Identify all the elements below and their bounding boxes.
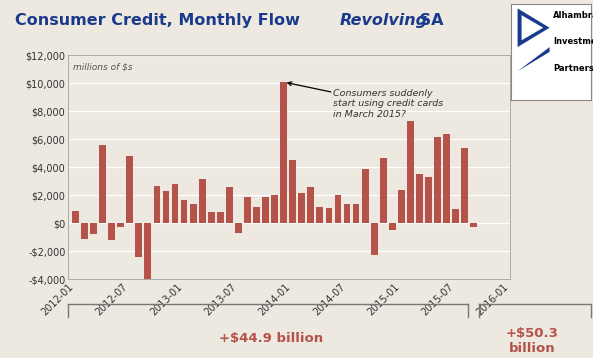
Text: Partners: Partners <box>553 63 593 73</box>
Bar <box>171 184 178 223</box>
Text: Alhambra: Alhambra <box>553 11 593 20</box>
Bar <box>72 211 79 223</box>
Bar <box>416 174 423 223</box>
Bar <box>334 195 342 223</box>
Bar <box>425 177 432 223</box>
Bar <box>470 223 477 227</box>
Bar <box>217 212 224 223</box>
Bar <box>389 223 396 230</box>
Bar <box>81 223 88 239</box>
Polygon shape <box>522 15 543 40</box>
Text: Consumer Credit, Monthly Flow: Consumer Credit, Monthly Flow <box>15 13 305 28</box>
Polygon shape <box>518 8 550 47</box>
Bar <box>162 191 170 223</box>
Polygon shape <box>518 47 550 71</box>
Bar <box>298 193 305 223</box>
Text: Investment: Investment <box>553 37 593 47</box>
Bar <box>343 204 350 223</box>
Bar <box>317 207 323 223</box>
Bar <box>90 223 97 234</box>
Bar <box>280 82 287 223</box>
Text: +$50.3
billion: +$50.3 billion <box>506 327 559 355</box>
Bar <box>126 156 133 223</box>
Bar <box>235 223 242 233</box>
Bar <box>289 160 296 223</box>
Text: SA: SA <box>414 13 444 28</box>
Bar <box>271 195 278 223</box>
Bar <box>226 187 232 223</box>
Bar <box>362 169 368 223</box>
Bar <box>407 121 414 223</box>
Bar <box>135 223 142 257</box>
Bar <box>145 223 151 279</box>
Bar <box>117 223 124 227</box>
Bar <box>199 179 206 223</box>
Bar <box>380 158 387 223</box>
Bar <box>154 185 160 223</box>
Bar <box>371 223 378 256</box>
Bar <box>461 148 468 223</box>
Bar <box>398 190 405 223</box>
Bar <box>99 145 106 223</box>
Bar <box>353 204 359 223</box>
Bar <box>190 204 196 223</box>
Bar <box>208 212 215 223</box>
Bar <box>326 208 332 223</box>
Text: Consumers suddenly
start using credit cards
in March 2015?: Consumers suddenly start using credit ca… <box>288 82 444 119</box>
Text: millions of $s: millions of $s <box>72 62 132 71</box>
Bar <box>262 197 269 223</box>
Bar <box>443 134 450 223</box>
Text: Revolving: Revolving <box>340 13 428 28</box>
Bar <box>307 187 314 223</box>
Text: +$44.9 billion: +$44.9 billion <box>219 332 323 345</box>
Bar <box>244 197 251 223</box>
Bar <box>452 209 459 223</box>
Bar <box>253 207 260 223</box>
Bar <box>181 199 187 223</box>
Bar <box>434 137 441 223</box>
Bar <box>109 223 115 240</box>
